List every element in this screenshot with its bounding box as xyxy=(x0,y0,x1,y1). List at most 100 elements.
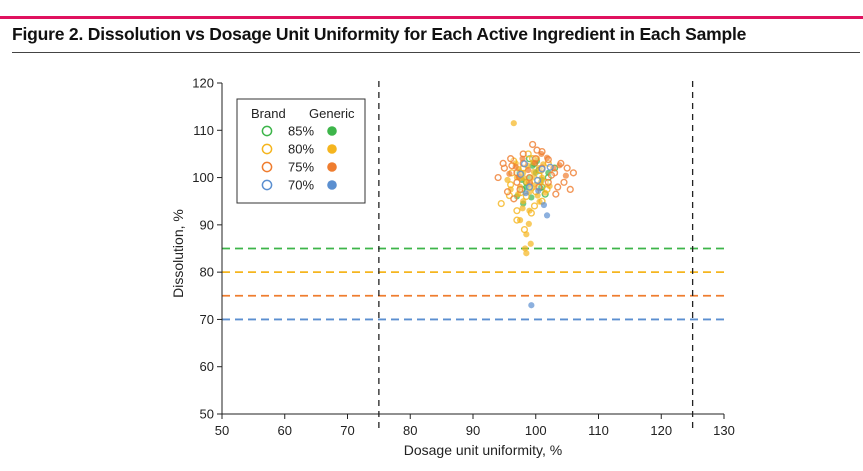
generic-data-point xyxy=(527,240,534,247)
x-tick-label: 70 xyxy=(340,423,354,438)
generic-data-point xyxy=(543,212,551,219)
y-tick-label: 90 xyxy=(200,217,214,232)
brand-data-point xyxy=(554,183,562,191)
y-tick-label: 110 xyxy=(193,123,214,138)
brand-data-point xyxy=(507,155,515,163)
brand-data-point xyxy=(494,173,502,182)
generic-data-point xyxy=(528,302,535,309)
x-tick-label: 130 xyxy=(713,423,735,438)
x-tick-label: 60 xyxy=(278,423,292,438)
brand-data-point xyxy=(525,173,534,182)
generic-data-point xyxy=(506,170,513,177)
generic-data-point xyxy=(521,245,529,252)
brand-data-point xyxy=(530,202,539,210)
brand-data-point xyxy=(544,178,552,186)
generic-data-point xyxy=(523,250,530,257)
legend-generic-marker xyxy=(327,162,337,172)
brand-data-point xyxy=(520,160,529,168)
brand-data-point xyxy=(524,150,532,158)
legend-generic-marker xyxy=(327,126,337,136)
brand-data-point xyxy=(552,190,560,198)
brand-data-point xyxy=(566,185,574,193)
generic-data-point xyxy=(520,198,527,205)
generic-data-point xyxy=(536,198,543,205)
y-tick-label: 100 xyxy=(192,170,214,185)
legend-row-label: 75% xyxy=(288,160,314,175)
legend-brand-marker xyxy=(261,143,273,155)
y-tick-label: 80 xyxy=(200,265,214,280)
y-tick-label: 50 xyxy=(200,407,214,422)
generic-data-point xyxy=(538,150,545,158)
legend-brand-header: Brand xyxy=(251,106,286,121)
legend-box xyxy=(236,98,366,204)
x-tick-label: 100 xyxy=(525,423,547,438)
generic-data-point xyxy=(535,187,542,194)
x-tick-label: 90 xyxy=(466,423,480,438)
brand-data-point xyxy=(516,185,524,193)
generic-data-point xyxy=(525,220,532,228)
accent-bar xyxy=(0,16,863,19)
brand-data-point xyxy=(510,195,518,203)
y-axis-title: Dissolution, % xyxy=(170,209,186,298)
generic-data-point xyxy=(525,166,532,174)
brand-data-point xyxy=(517,170,525,178)
generic-data-point xyxy=(542,189,549,196)
generic-data-point xyxy=(510,120,517,127)
figure-title: Figure 2. Dissolution vs Dosage Unit Uni… xyxy=(12,24,747,44)
brand-data-point xyxy=(534,176,542,185)
legend: Brand Generic 85% 80% 75% 70% xyxy=(236,98,366,204)
legend-brand-marker xyxy=(261,161,273,173)
x-axis-title: Dosage unit uniformity, % xyxy=(404,442,562,458)
brand-data-point xyxy=(503,188,512,196)
brand-data-point xyxy=(569,169,578,177)
generic-data-point xyxy=(507,186,514,193)
generic-data-point xyxy=(516,217,524,224)
brand-data-point xyxy=(547,171,556,179)
legend-generic-marker xyxy=(327,180,337,190)
brand-data-point xyxy=(560,178,568,186)
generic-data-point xyxy=(556,162,563,169)
legend-generic-marker xyxy=(327,144,337,154)
legend-row-label: 70% xyxy=(288,178,314,193)
brand-data-point xyxy=(538,165,546,173)
generic-data-point xyxy=(526,207,533,214)
generic-data-point xyxy=(530,168,537,175)
generic-data-point xyxy=(545,169,552,176)
generic-data-point xyxy=(519,155,526,162)
generic-data-point xyxy=(523,231,530,238)
x-tick-label: 80 xyxy=(403,423,417,438)
x-tick-label: 110 xyxy=(588,423,609,438)
generic-data-point xyxy=(562,172,569,179)
data-points xyxy=(494,120,578,309)
generic-data-point xyxy=(532,159,539,167)
legend-brand-marker xyxy=(261,125,273,137)
axes: 50 60 70 80 90 100 110 120 50 60 70 80 90 100 110 120 13… xyxy=(192,76,735,439)
legend-row-label: 85% xyxy=(288,124,314,139)
x-tick-label: 120 xyxy=(650,423,672,438)
brand-data-point xyxy=(525,183,534,191)
generic-data-point xyxy=(540,201,548,209)
title-rule xyxy=(12,52,860,53)
generic-data-point xyxy=(504,176,511,184)
brand-data-point xyxy=(529,140,537,149)
generic-data-point xyxy=(512,163,519,170)
legend-row-label: 80% xyxy=(288,142,314,157)
brand-data-point xyxy=(497,199,505,208)
generic-data-point xyxy=(519,205,526,212)
brand-data-point xyxy=(513,207,521,215)
generic-data-point xyxy=(543,154,551,161)
legend-generic-header: Generic xyxy=(309,106,355,121)
brand-data-point xyxy=(499,159,507,167)
brand-data-point xyxy=(513,178,521,186)
generic-data-point xyxy=(534,192,541,199)
y-tick-label: 60 xyxy=(200,359,214,374)
brand-data-point xyxy=(533,146,541,154)
y-tick-label: 120 xyxy=(192,76,214,91)
y-tick-label: 70 xyxy=(200,312,214,327)
reference-lines xyxy=(222,81,724,430)
brand-data-point xyxy=(546,163,554,171)
generic-data-point xyxy=(522,190,529,197)
brand-data-point xyxy=(563,164,571,172)
legend-brand-marker xyxy=(261,179,273,191)
